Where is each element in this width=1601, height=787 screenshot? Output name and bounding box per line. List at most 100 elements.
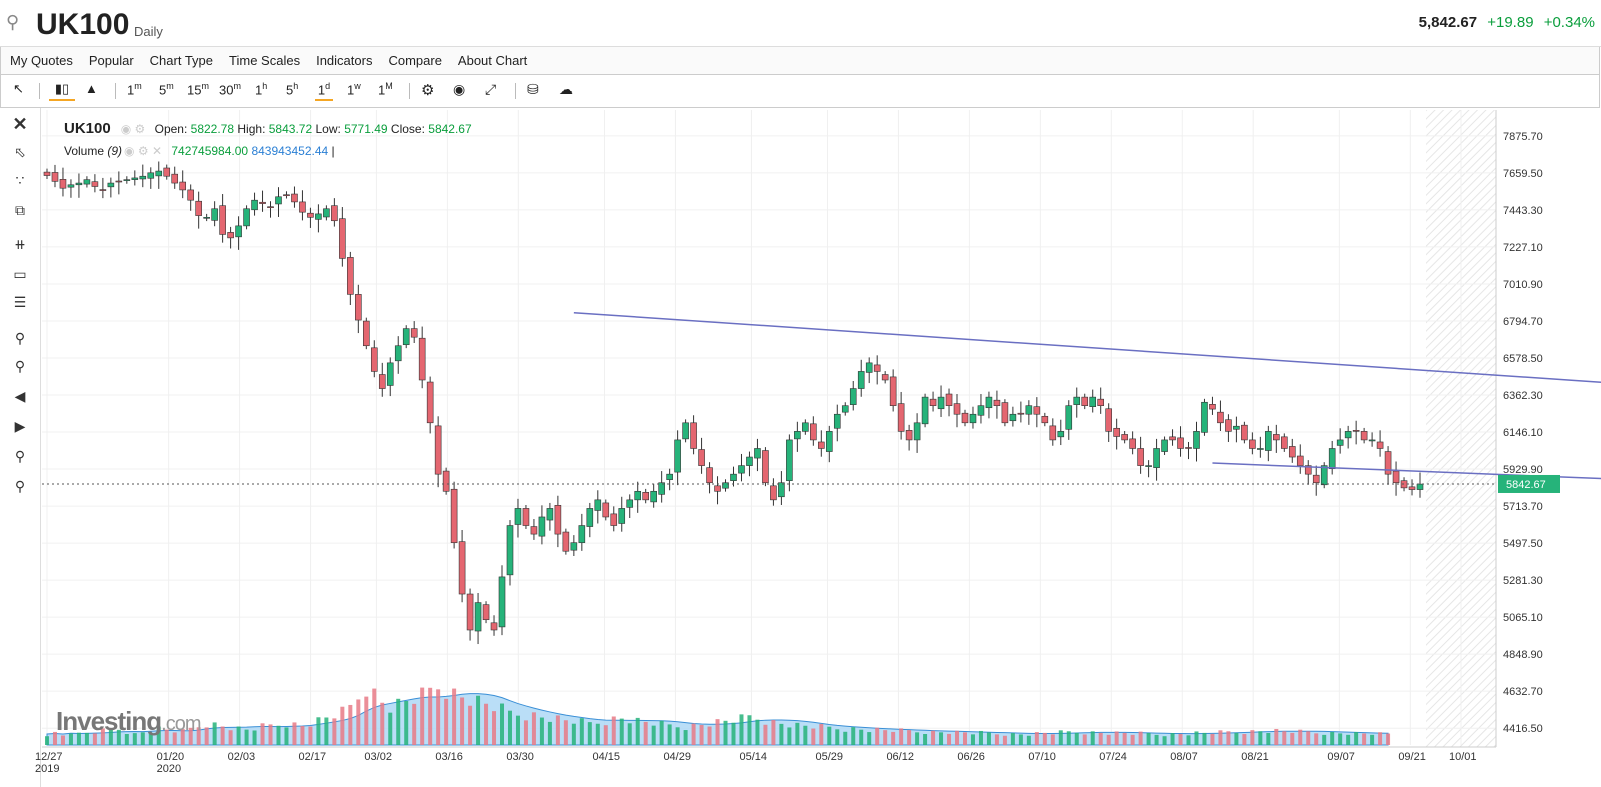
volume-bar: [316, 717, 321, 745]
scroll-left-icon[interactable]: ◀: [14, 388, 26, 404]
upload-icon[interactable]: ☁: [559, 81, 573, 97]
candle-body: [1257, 448, 1264, 450]
candle-body: [778, 482, 785, 498]
clone-icon[interactable]: ⧉: [15, 202, 25, 218]
gear-icon[interactable]: ⚙: [421, 82, 435, 99]
candle-body: [897, 403, 905, 432]
volume-bar: [236, 726, 241, 745]
x-tick-label: 07/24: [1099, 751, 1127, 763]
candles-icon[interactable]: ▮▯: [49, 81, 75, 101]
x-tick-year: 2019: [35, 763, 59, 775]
volume-bar: [1338, 733, 1343, 745]
volume-bar: [1170, 733, 1175, 745]
close-icon[interactable]: ✕: [12, 114, 28, 134]
zoom-out-icon[interactable]: ⚲: [14, 358, 26, 374]
volume-bar: [252, 730, 257, 745]
volume-bar: [180, 729, 185, 745]
candle-body: [91, 181, 99, 187]
zoom-in-icon[interactable]: ⚲: [14, 330, 26, 346]
candle-body: [259, 201, 266, 204]
candle-body: [203, 217, 210, 219]
menu-my-quotes[interactable]: My Quotes: [10, 53, 73, 68]
menu-popular[interactable]: Popular: [88, 53, 134, 68]
candle-body: [59, 179, 67, 189]
volume-bar: [787, 727, 792, 745]
volume-bar: [1178, 733, 1183, 745]
candle-body: [913, 422, 921, 441]
menu-chart-type[interactable]: Chart Type: [149, 53, 214, 68]
volume-bar: [867, 732, 872, 745]
tf-sup: m: [233, 81, 241, 91]
menu-time-scales[interactable]: Time Scales: [229, 53, 301, 68]
tf-sup: m: [166, 81, 174, 91]
scroll-right-icon[interactable]: ▶: [14, 418, 26, 434]
candle-body: [99, 189, 107, 191]
candle-body: [1368, 439, 1376, 442]
volume-bar: [428, 687, 433, 745]
candle-body: [1217, 411, 1224, 424]
volume-bar: [1186, 735, 1191, 745]
candle-body: [1145, 465, 1152, 467]
timeframe-5h[interactable]: 5h: [286, 81, 298, 97]
candle-body: [722, 482, 729, 489]
menu-about-chart[interactable]: About Chart: [457, 53, 528, 68]
camera-icon[interactable]: ◉: [453, 81, 466, 97]
volume-bar: [523, 720, 528, 745]
y-tick-label: 7010.90: [1503, 279, 1543, 291]
volume-bar: [1194, 731, 1199, 745]
x-tick-label: 03/02: [364, 751, 392, 763]
candle-body: [1089, 396, 1097, 407]
magnet-icon[interactable]: ∵: [15, 172, 25, 188]
mountain-icon[interactable]: ▲: [85, 81, 98, 96]
fullscreen-icon[interactable]: ⤢: [485, 81, 497, 97]
volume-bar: [883, 730, 888, 745]
volume-bar: [978, 730, 983, 745]
volume-bar: [795, 722, 800, 745]
volume-bar: [1202, 732, 1207, 745]
fib-icon[interactable]: ☰: [13, 294, 27, 310]
candle-body: [873, 364, 881, 372]
tf-sup: h: [262, 81, 268, 91]
timeframe-1w[interactable]: 1w: [347, 81, 361, 97]
volume-bar: [739, 714, 744, 745]
volume-bar: [1306, 731, 1311, 745]
volume-bar: [276, 725, 281, 745]
volume-bar: [284, 727, 289, 745]
volume-bar: [587, 722, 592, 745]
y-tick-label: 4848.90: [1503, 649, 1543, 661]
volume-bar: [1242, 734, 1247, 745]
zoom-reset-icon[interactable]: ⚲: [14, 448, 26, 464]
cursor-icon[interactable]: ↖: [13, 81, 24, 96]
select-icon[interactable]: ⬁: [14, 144, 26, 160]
timeframe-15m[interactable]: 15m: [187, 81, 209, 97]
download-icon[interactable]: ⛁: [527, 81, 539, 97]
zoom-fit-icon[interactable]: ⚲: [14, 478, 26, 494]
menu-indicators[interactable]: Indicators: [316, 53, 373, 68]
price-change: +19.89: [1487, 14, 1534, 31]
gear-icon[interactable]: ◉ ⚙ ✕: [124, 144, 162, 158]
candle-body: [1169, 436, 1176, 441]
candle-body: [578, 525, 586, 543]
candle-body: [586, 508, 594, 527]
candle-body: [498, 576, 506, 628]
volume-bar: [1010, 733, 1015, 745]
tf-sup: M: [385, 81, 393, 91]
timeframe-1M[interactable]: 1M: [378, 81, 393, 97]
eye-icon[interactable]: ◉ ⚙: [120, 122, 146, 136]
tf-sup: m: [201, 81, 209, 91]
search-icon[interactable]: ⚲: [6, 12, 20, 32]
rectangle-icon[interactable]: ▭: [13, 266, 27, 282]
high-value: 5843.72: [268, 122, 313, 136]
line-icon[interactable]: ⧺: [14, 236, 26, 252]
timeframe-30m[interactable]: 30m: [219, 81, 241, 97]
timeframe-1h[interactable]: 1h: [255, 81, 267, 97]
timeframe-5m[interactable]: 5m: [159, 81, 174, 97]
timeframe-1d[interactable]: 1d: [315, 81, 333, 102]
chart-header: ⚲ UK100 Daily 5,842.67 +19.89 +0.34%: [0, 0, 1601, 47]
current-price-label: 5842.67: [1506, 479, 1546, 491]
x-tick-label: 06/12: [886, 751, 914, 763]
timeframe-1m[interactable]: 1m: [127, 81, 142, 97]
menu-compare[interactable]: Compare: [388, 53, 442, 68]
tf-base: 1: [317, 82, 326, 98]
